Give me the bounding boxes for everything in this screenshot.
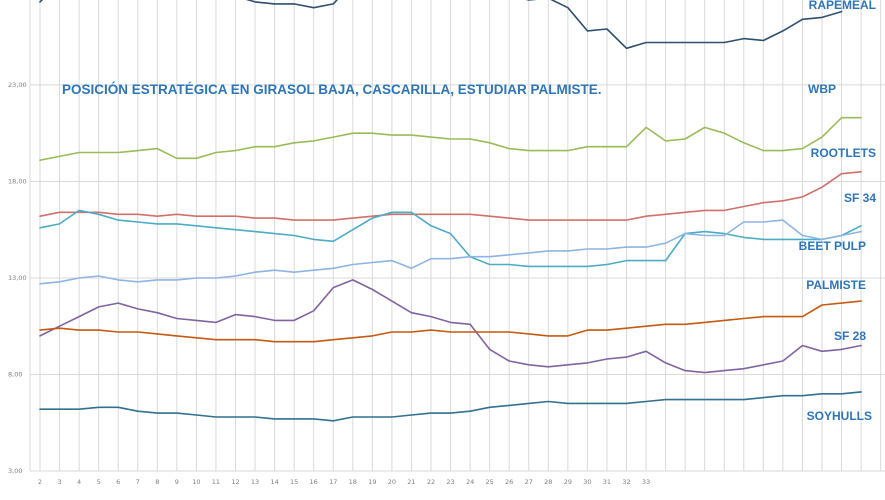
x-tick-label: 17 [329, 478, 337, 486]
x-tick-label: 21 [407, 478, 415, 486]
series-lines [39, 0, 862, 422]
x-tick-label: 24 [466, 478, 474, 486]
x-tick-label: 10 [192, 478, 200, 486]
x-tick-label: 20 [388, 478, 396, 486]
x-tick-label: 23 [446, 478, 454, 486]
x-tick-label: 18 [349, 478, 357, 486]
x-tick-label: 31 [603, 478, 611, 486]
chart-title: POSICIÓN ESTRATÉGICA EN GIRASOL BAJA, CA… [62, 82, 602, 97]
x-tick-label: 27 [525, 478, 533, 486]
series-line-rootlets [39, 171, 862, 221]
y-tick-label: 3,00 [8, 467, 22, 475]
x-tick-label: 5 [97, 478, 101, 486]
series-line-sf-34 [39, 209, 862, 268]
series-label: WBP [808, 82, 836, 96]
series-line-palmiste [39, 279, 862, 374]
x-tick-label: 12 [231, 478, 239, 486]
y-tick-label: 23,00 [8, 81, 27, 89]
x-tick-label: 32 [622, 478, 630, 486]
series-label: PALMISTE [806, 278, 866, 292]
series-line-beet-pulp [39, 219, 862, 285]
y-tick-label: 18,00 [8, 177, 27, 185]
x-tick-label: 8 [155, 478, 159, 486]
x-tick-label: 11 [212, 478, 220, 486]
x-tick-label: 2 [38, 478, 42, 486]
x-tick-label: 13 [251, 478, 259, 486]
grid [30, 0, 885, 472]
x-tick-label: 19 [368, 478, 376, 486]
x-tick-label: 14 [270, 478, 278, 486]
series-label: BEET PULP [799, 239, 866, 253]
x-tick-label: 22 [427, 478, 435, 486]
x-tick-label: 4 [77, 478, 81, 486]
x-tick-label: 33 [642, 478, 650, 486]
x-tick-label: 29 [564, 478, 572, 486]
series-label: ROOTLETS [811, 146, 876, 160]
x-tick-label: 30 [583, 478, 591, 486]
series-label: SOYHULLS [807, 409, 872, 423]
x-tick-label: 7 [136, 478, 140, 486]
series-line-sf-28 [39, 300, 862, 343]
series-line-rapemeal [39, 0, 843, 50]
series-label: RAPEMEAL [809, 0, 876, 12]
y-tick-label: 8,00 [8, 370, 22, 378]
x-tick-label: 16 [310, 478, 318, 486]
series-labels: RAPEMEAL WBP ROOTLETS SF 34 BEET PULP PALMIST… [799, 0, 877, 423]
x-tick-label: 26 [505, 478, 513, 486]
x-tick-label: 9 [175, 478, 179, 486]
x-tick-label: 28 [544, 478, 552, 486]
series-label: SF 28 [834, 329, 866, 343]
series-line-wbp [39, 116, 862, 161]
x-tick-label: 25 [486, 478, 494, 486]
y-tick-label: 13,00 [8, 274, 27, 282]
series-line-soyhulls [39, 391, 862, 422]
x-tick-label: 15 [290, 478, 298, 486]
series-label: SF 34 [844, 191, 876, 205]
x-tick-label: 3 [57, 478, 61, 486]
x-tick-label: 6 [116, 478, 120, 486]
